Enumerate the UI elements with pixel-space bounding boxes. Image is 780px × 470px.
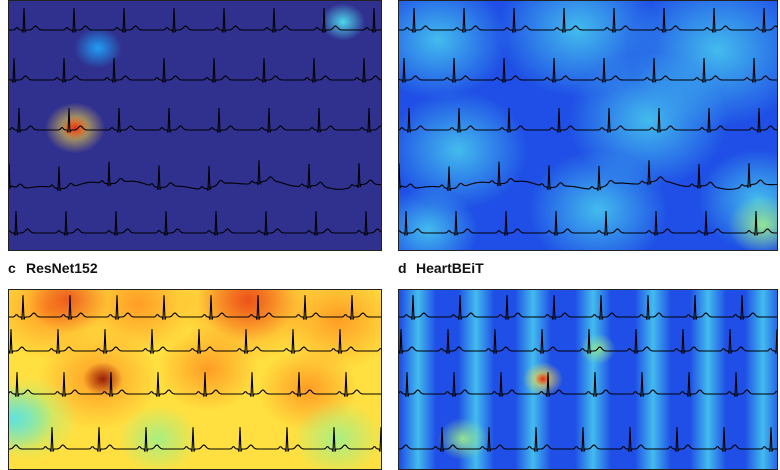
heat-blob <box>508 76 588 144</box>
heat-blob <box>293 400 382 470</box>
heat-blob <box>61 116 89 140</box>
ecg-lead-trace <box>398 160 778 192</box>
heatmap-panel-a <box>8 0 382 251</box>
panel-c-title: ResNet152 <box>26 260 98 276</box>
heat-blob <box>158 326 258 412</box>
ecg-lead-trace <box>8 160 382 192</box>
panel-c-letter: c <box>8 260 16 276</box>
heat-blob <box>528 150 668 251</box>
ecg-heatmap-b <box>398 0 778 251</box>
heat-blob <box>28 289 108 333</box>
ecg-lead-trace <box>8 329 382 354</box>
heat-stripe <box>400 289 436 470</box>
heat-blob <box>8 385 53 453</box>
ecg-lead-trace <box>398 57 778 83</box>
ecg-traces <box>398 7 778 236</box>
ecg-lead-trace <box>398 329 778 354</box>
ecg-lead-trace <box>8 7 382 33</box>
ecg-traces <box>398 295 778 452</box>
ecg-lead-trace <box>398 107 778 133</box>
ecg-traces <box>8 295 382 452</box>
heat-blob <box>83 362 123 396</box>
heat-blob <box>728 195 778 251</box>
ecg-lead-trace <box>8 107 382 133</box>
heat-blob <box>198 289 298 342</box>
ecg-lead-trace <box>398 427 778 452</box>
heatmap-panel-c <box>8 289 382 470</box>
panel-d-title: HeartBEiT <box>416 260 484 276</box>
heat-blob <box>118 405 198 470</box>
heat-blob <box>398 90 528 210</box>
ecg-lead-trace <box>398 7 778 33</box>
heat-stripe <box>635 289 671 470</box>
panel-d-letter: d <box>398 260 407 276</box>
ecg-lead-trace <box>8 427 382 452</box>
ecg-heatmap-d <box>398 289 778 470</box>
ecg-heatmap-c <box>8 289 382 470</box>
panel-frame <box>398 0 778 251</box>
ecg-traces <box>8 7 382 236</box>
ecg-heatmap-a <box>8 0 382 251</box>
panel-frame <box>8 0 382 251</box>
heatmap-panel-b <box>398 0 778 251</box>
ecg-lead-trace <box>398 372 778 397</box>
heatmap-panel-d <box>398 289 778 470</box>
heat-blob <box>438 417 488 461</box>
panel-d-caption: d HeartBEiT <box>398 260 484 276</box>
heat-blob <box>398 0 508 100</box>
ecg-lead-trace <box>8 372 382 397</box>
ecg-lead-trace <box>398 295 778 320</box>
heat-blob <box>74 27 122 69</box>
ecg-lead-trace <box>398 210 778 236</box>
ecg-lead-trace <box>8 57 382 83</box>
heat-blob <box>535 372 551 386</box>
heat-stripe <box>575 289 611 470</box>
heat-blob <box>398 187 478 251</box>
heat-blob <box>321 3 365 41</box>
panel-c-caption: c ResNet152 <box>8 260 98 276</box>
heat-stripe <box>745 289 778 470</box>
ecg-lead-trace <box>8 295 382 320</box>
ecg-lead-trace <box>8 210 382 236</box>
